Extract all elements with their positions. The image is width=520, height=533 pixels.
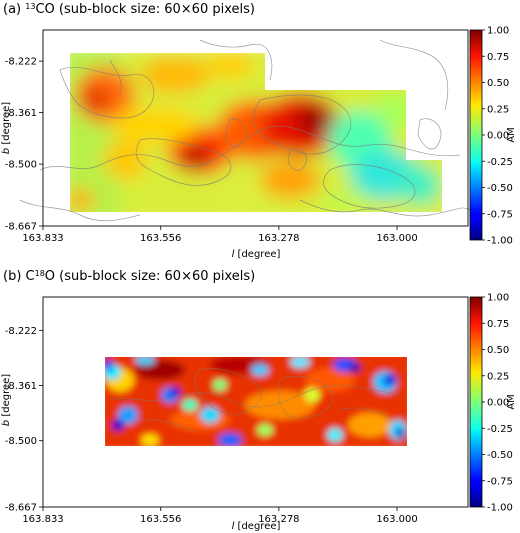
panel-b-colorbar-tick-label: 0.50 (487, 345, 509, 356)
panel-b-x-tick-label: 163.278 (258, 514, 299, 525)
panel-a-colorbar-tick-label: -0.25 (487, 157, 513, 168)
panel-a-y-tick-label: -8.500 (5, 160, 37, 171)
panel-b-colorbar-tick-label: -0.50 (487, 450, 513, 461)
panel-a-y-axis-label: b [degree] (1, 102, 12, 154)
panel-a-colorbar-tick-label: 0.25 (487, 104, 509, 115)
panel-b-colorbar-tick-label: -0.25 (487, 424, 513, 435)
panel-b-y-tick-label: -8.667 (5, 503, 37, 514)
panel-b-colorbar-tick-label: 0.75 (487, 319, 509, 330)
panel-a-title: (a) 13CO (sub-block size: 60×60 pixels) (3, 2, 255, 17)
panel-b-x-ticks: 163.833 163.556 163.278 163.000 (22, 507, 418, 525)
panel-a: (a) 13CO (sub-block size: 60×60 pixels) (1, 2, 517, 260)
panel-b-colorbar-tick-label: 1.00 (487, 293, 509, 304)
panel-a-colorbar-tick-label: 1.00 (487, 26, 509, 37)
panel-a-x-axis-label: l [degree] (232, 249, 281, 260)
panel-a-colorbar-tick-label: -1.00 (487, 236, 513, 247)
panel-a-colorbar-tick-label: -0.50 (487, 183, 513, 194)
panel-a-colorbar-label: AM (506, 127, 517, 142)
panel-a-axes-frame (42, 29, 469, 227)
panel-b-colorbar (469, 296, 483, 508)
panel-b-title: (b) C18O (sub-block size: 60×60 pixels) (3, 269, 255, 284)
panel-b-colorbar-tick-label: -1.00 (487, 503, 513, 514)
panel-a-colorbar-tick-label: 0.50 (487, 78, 509, 89)
panel-b-y-axis-label: b [degree] (1, 374, 12, 426)
panel-b-y-tick-label: -8.361 (5, 381, 37, 392)
panel-a-y-tick-label: -8.667 (5, 222, 37, 233)
panel-b-colorbar-ticks: 1.00 0.75 0.50 0.25 0.00 -0.25 -0.50 -0.75 -1.00 (482, 293, 513, 514)
panel-b-x-tick-label: 163.833 (22, 514, 63, 525)
panel-a-colorbar-tick-label: -0.75 (487, 209, 513, 220)
panel-b-colorbar-tick-label: -0.75 (487, 476, 513, 487)
panel-a-colorbar-tick-label: 0.75 (487, 52, 509, 63)
panel-a-colorbar-tick-label: 0.00 (487, 131, 509, 142)
panel-b-y-ticks: -8.222 -8.361 -8.500 -8.667 (5, 326, 43, 514)
panel-a-colorbar (469, 29, 483, 241)
panel-b-colorbar-label: AM (506, 394, 517, 409)
panel-a-y-ticks: -8.222 -8.361 -8.500 -8.667 (5, 57, 43, 233)
panel-a-x-tick-label: 163.278 (258, 233, 299, 244)
panel-b-y-tick-label: -8.500 (5, 436, 37, 447)
panel-a-colorbar-ticks: 1.00 0.75 0.50 0.25 0.00 -0.25 -0.50 -0.75 -1.00 (482, 26, 513, 247)
panel-a-x-tick-label: 163.000 (376, 233, 417, 244)
panel-b-colorbar-tick-label: 0.25 (487, 371, 509, 382)
panel-a-x-ticks: 163.833 163.556 163.278 163.000 (22, 226, 418, 244)
panel-b-colorbar-tick-label: 0.00 (487, 398, 509, 409)
panel-b-heatmap (105, 357, 407, 446)
panel-a-contours (19, 39, 471, 222)
panel-b-x-tick-label: 163.000 (376, 514, 417, 525)
panel-b-y-tick-label: -8.222 (5, 326, 37, 337)
panel-a-y-tick-label: -8.222 (5, 57, 37, 68)
panel-b-axes-frame (42, 296, 469, 508)
panel-b-contours (109, 368, 401, 433)
panel-a-y-tick-label: -8.361 (5, 108, 37, 119)
panel-b-x-axis-label: l [degree] (232, 521, 281, 532)
panel-b: (b) C18O (sub-block size: 60×60 pixels) (1, 269, 517, 532)
panel-a-x-tick-label: 163.556 (140, 233, 181, 244)
panel-a-x-tick-label: 163.833 (22, 233, 63, 244)
panel-b-x-tick-label: 163.556 (140, 514, 181, 525)
panel-a-heatmap (70, 53, 442, 212)
